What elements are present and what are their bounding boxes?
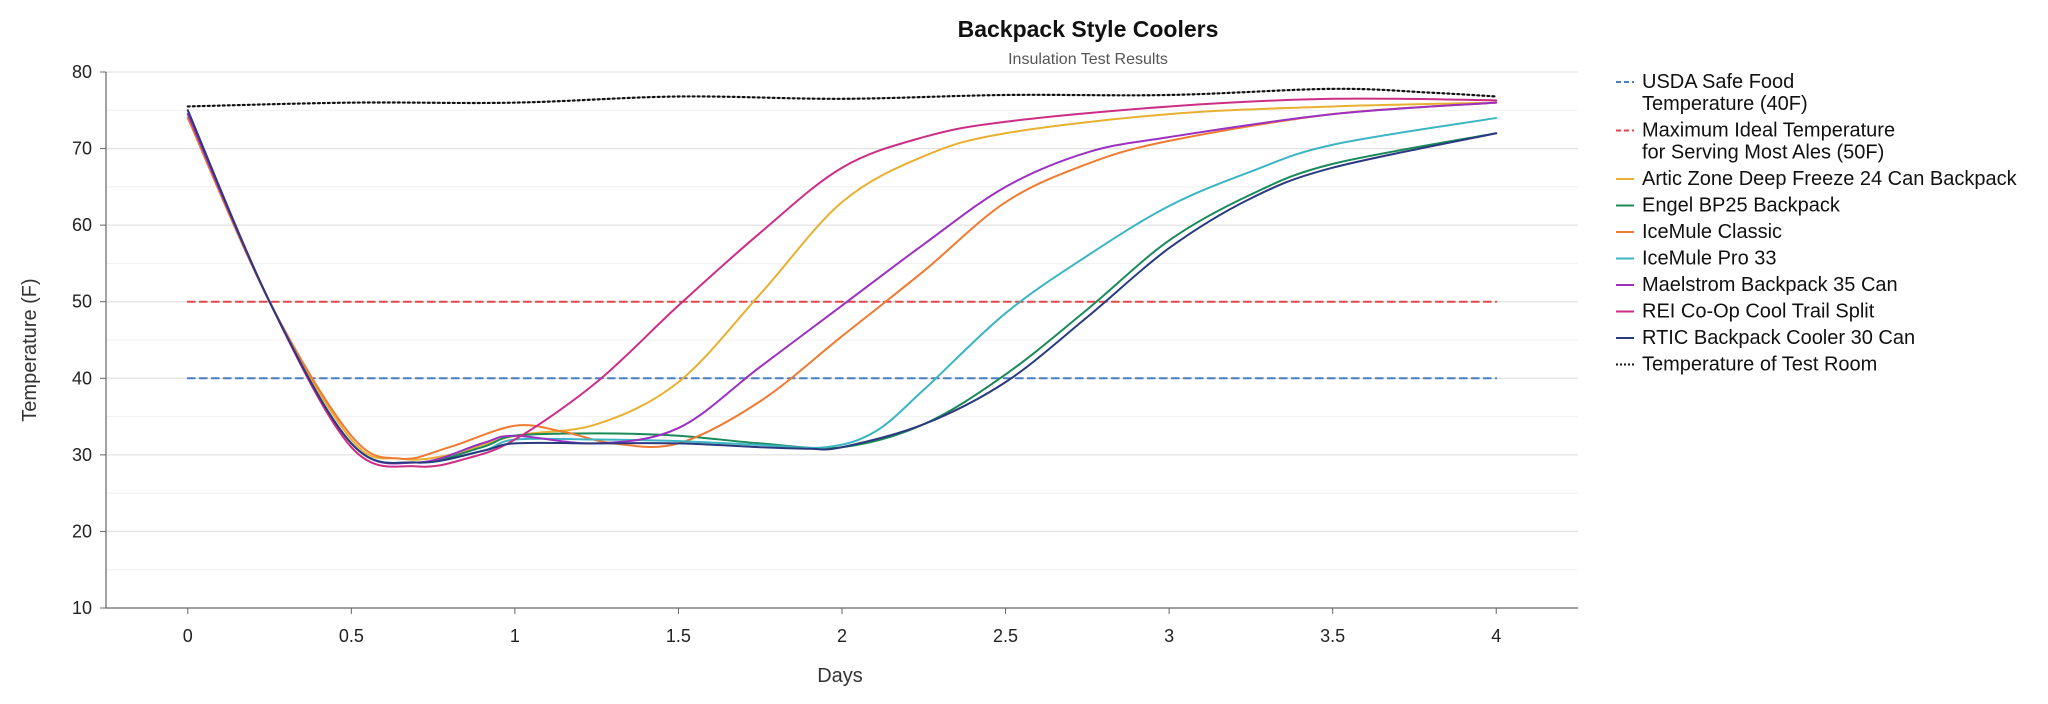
series-line-6 [186,101,1498,465]
x-tick-label: 1 [510,626,520,646]
x-tick-label: 4 [1491,626,1501,646]
y-tick-label: 40 [72,368,92,388]
y-tick-label: 70 [72,139,92,159]
series-line-5 [186,113,1498,464]
legend-label: Artic Zone Deep Freeze 24 Can Backpack [1642,168,2018,190]
x-axis-label: Days [817,665,863,687]
chart-subtitle: Insulation Test Results [1008,51,1168,68]
x-tick-label: 3.5 [1320,626,1345,646]
x-tick-label: 3 [1164,626,1174,646]
x-tick-label: 1.5 [666,626,691,646]
x-tick-label: 2 [837,626,847,646]
chart-title: Backpack Style Coolers [958,16,1219,42]
x-tick-label: 0 [183,626,193,646]
y-tick-label: 20 [72,521,92,541]
legend-label: for Serving Most Ales (50F) [1642,142,1884,164]
series-line-4 [186,101,1498,460]
x-tick-label: 0.5 [339,626,364,646]
legend-label: Maximum Ideal Temperature [1642,120,1895,142]
series-line-7 [186,97,1498,468]
legend-label: Temperature of Test Room [1642,354,1877,376]
y-tick-label: 50 [72,292,92,312]
y-tick-label: 30 [72,445,92,465]
y-axis-label: Temperature (F) [19,278,41,421]
series-line-3 [186,113,1498,465]
legend-label: IceMule Pro 33 [1642,248,1777,270]
y-tick-label: 60 [72,215,92,235]
legend-label: REI Co-Op Cool Trail Split [1642,301,1875,323]
gridlines [106,71,1578,609]
tick-labels: 10 20 30 40 50 60 70 80 0 0.5 1 1.5 2 2.5 3 3.5 4 [72,62,1501,646]
y-tick-label: 10 [72,598,92,618]
legend-label: USDA Safe Food [1642,71,1794,93]
series-lines [186,87,1498,468]
legend-label: Engel BP25 Backpack [1642,195,1841,217]
series-line-2 [186,101,1498,461]
legend-label: IceMule Classic [1642,221,1782,243]
legend-label: Temperature (40F) [1642,93,1808,115]
series-line-8 [186,109,1498,464]
legend-label: RTIC Backpack Cooler 30 Can [1642,327,1915,349]
x-tick-label: 2.5 [993,626,1018,646]
legend-label: Maelstrom Backpack 35 Can [1642,274,1898,296]
series-line-9 [186,87,1498,108]
y-tick-label: 80 [72,62,92,82]
